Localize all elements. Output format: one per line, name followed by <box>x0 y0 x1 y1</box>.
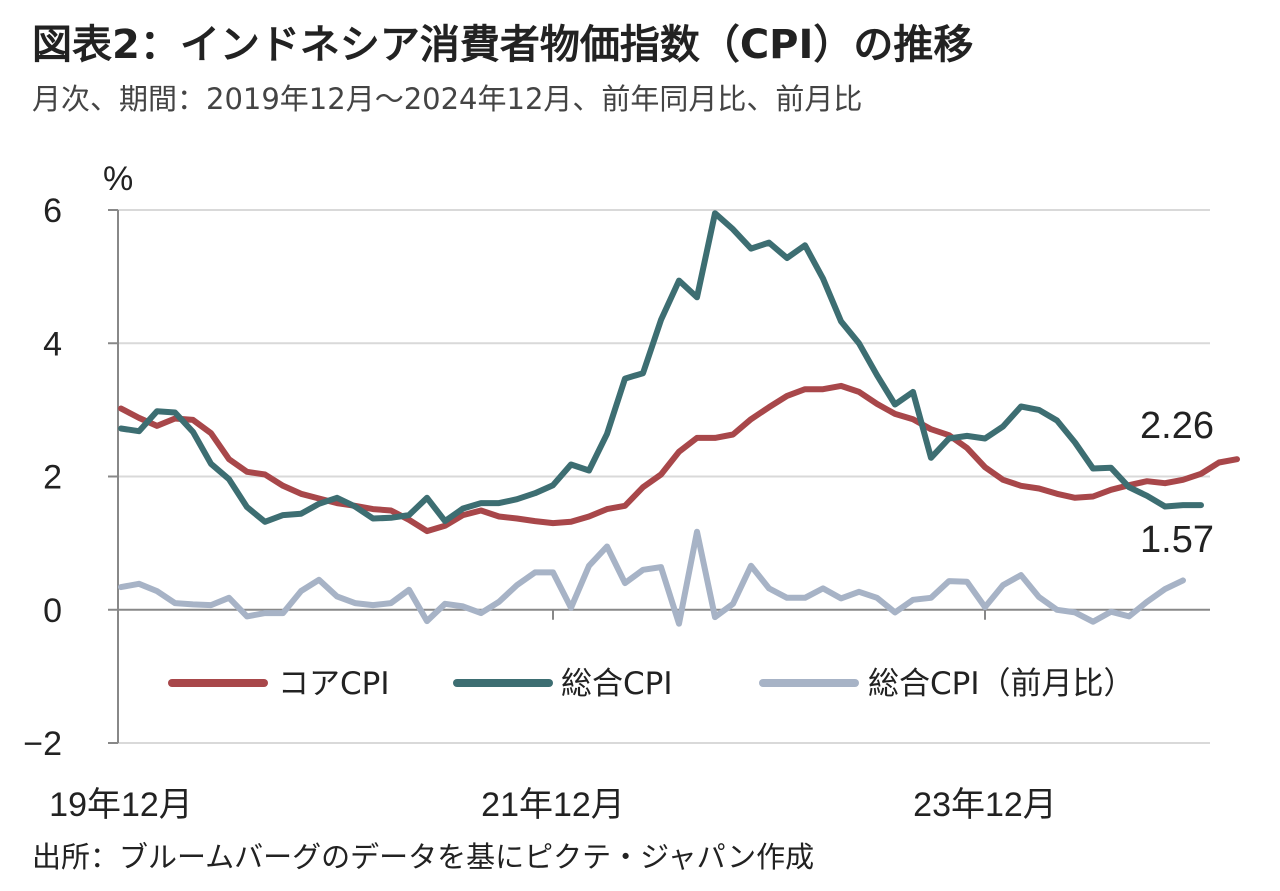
mom-cpi-line <box>118 528 1186 627</box>
x-tick-labels: 19年12月 21年12月 23年12月 <box>49 786 1057 824</box>
x-tick-label: 21年12月 <box>481 786 625 824</box>
y-tick-labels: 6 4 2 0 −2 <box>23 192 62 763</box>
x-tick-label: 19年12月 <box>49 786 193 824</box>
core-cpi-line <box>118 382 1240 535</box>
legend-mom-cpi-label: 総合CPI（前月比） <box>868 666 1134 702</box>
y-axis-unit-label: % <box>103 160 133 198</box>
y-tick-label: −2 <box>23 725 62 763</box>
y-tick-label: 2 <box>43 459 62 497</box>
chart-subtitle: 月次、期間：2019年12月～2024年12月、前年同月比、前月比 <box>32 82 863 116</box>
y-tick-label: 6 <box>43 192 62 230</box>
series-lines <box>118 210 1240 627</box>
core-cpi-end-label: 2.26 <box>1140 405 1214 447</box>
legend-core-cpi-label: コアCPI <box>278 666 389 702</box>
legend-headline-cpi-label: 総合CPI <box>561 666 672 702</box>
end-value-labels: 2.26 1.57 <box>1140 405 1214 561</box>
y-tick-label: 0 <box>43 592 62 630</box>
source-note: 出所：ブルームバーグのデータを基にピクテ・ジャパン作成 <box>32 840 815 874</box>
legend: コアCPI 総合CPI 総合CPI（前月比） <box>168 666 1134 702</box>
x-tick-label: 23年12月 <box>913 786 1057 824</box>
headline-cpi-line <box>118 210 1204 525</box>
chart-title: 図表2：インドネシア消費者物価指数（CPI）の推移 <box>32 22 974 68</box>
gridlines <box>118 209 1210 744</box>
headline-cpi-end-label: 1.57 <box>1140 519 1214 561</box>
axes <box>108 209 1210 744</box>
y-tick-label: 4 <box>43 325 62 363</box>
